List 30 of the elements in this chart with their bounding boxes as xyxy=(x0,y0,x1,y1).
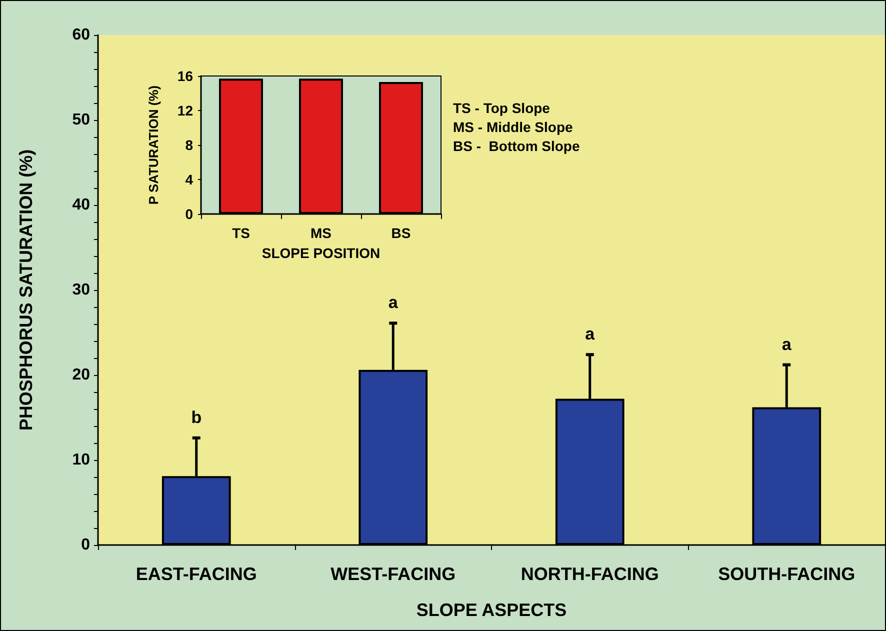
annotation: a xyxy=(388,293,398,312)
y-tick-label: 8 xyxy=(185,137,194,153)
y-tick-label: 20 xyxy=(72,366,90,384)
y-tick-label: 0 xyxy=(81,536,90,554)
y-tick-label: 60 xyxy=(72,26,90,44)
x-tick-label: SOUTH-FACING xyxy=(718,564,856,584)
x-tick-label: EAST-FACING xyxy=(136,564,257,584)
x-tick-label: MS xyxy=(310,225,332,241)
x-axis-title: SLOPE ASPECTS xyxy=(416,600,567,620)
x-tick-label: NORTH-FACING xyxy=(520,564,659,584)
y-tick-label: 0 xyxy=(185,206,194,222)
x-tick-label: WEST-FACING xyxy=(330,564,456,584)
y-tick-label: 40 xyxy=(72,196,90,214)
y-axis-title: P SATURATION (%) xyxy=(146,85,161,205)
annotation: BS - Bottom Slope xyxy=(453,138,580,154)
x-tick-label: BS xyxy=(391,225,411,241)
annotation: a xyxy=(782,334,792,354)
annotation: MS - Middle Slope xyxy=(453,119,573,135)
annotation: a xyxy=(585,324,596,344)
y-tick-label: 50 xyxy=(72,112,90,128)
x-tick-label: TS xyxy=(232,225,250,241)
y-tick-label: 12 xyxy=(177,102,194,118)
y-tick-label: 16 xyxy=(177,68,194,84)
annotation: TS - Top Slope xyxy=(453,100,550,116)
y-axis-title: PHOSPHORUS SATURATION (%) xyxy=(16,149,36,431)
y-tick-label: 10 xyxy=(72,452,90,468)
annotation: b xyxy=(191,408,202,427)
y-tick-label: 4 xyxy=(185,172,194,188)
y-tick-label: 30 xyxy=(72,282,90,298)
x-axis-title: SLOPE POSITION xyxy=(262,245,380,261)
